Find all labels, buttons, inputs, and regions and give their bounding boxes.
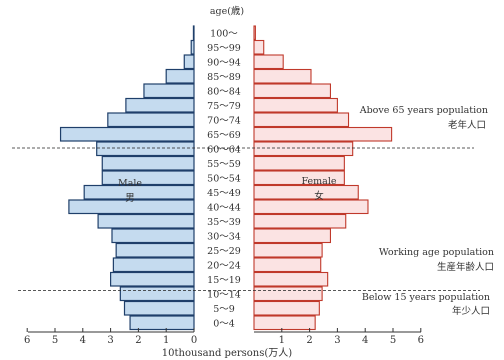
- x-tick-label-8: 2: [306, 335, 312, 346]
- male-bar-6: [111, 228, 195, 244]
- female-bar-19: [253, 39, 265, 55]
- legend-female-en: Female: [301, 176, 336, 187]
- age-label-13: 65〜69: [207, 130, 241, 141]
- age-label-17: 85〜89: [207, 72, 241, 83]
- male-bar-13: [59, 126, 195, 142]
- female-bar-15: [253, 97, 338, 113]
- x-tick-label-6: 0: [191, 335, 197, 346]
- female-bars: [253, 25, 393, 331]
- age-label-6: 30〜34: [207, 231, 241, 242]
- female-bar-1: [253, 300, 320, 316]
- male-bar-4: [112, 257, 195, 273]
- female-bar-3: [253, 271, 329, 287]
- age-label-19: 95〜99: [207, 43, 241, 54]
- x-tick-label-10: 4: [362, 335, 368, 346]
- annotation-below-15-en: Below 15 years population: [362, 292, 490, 303]
- male-bar-14: [107, 112, 195, 128]
- female-bar-0: [253, 315, 316, 331]
- age-label-12: 60〜64: [207, 144, 241, 155]
- annotation-working-age-ja: 生産年齢人口: [437, 261, 494, 273]
- annotation-above-65-en: Above 65 years population: [359, 105, 488, 116]
- x-tick-label-4: 2: [135, 335, 141, 346]
- female-bar-9: [253, 184, 359, 200]
- female-bar-2: [253, 286, 323, 302]
- male-bar-11: [101, 155, 195, 171]
- male-bar-2: [119, 286, 195, 302]
- female-bar-4: [253, 257, 322, 273]
- female-bar-18: [253, 54, 284, 70]
- female-bar-17: [253, 68, 312, 84]
- annotation-below-15-ja: 年少人口: [452, 305, 490, 317]
- x-tick-label-11: 5: [390, 335, 396, 346]
- annotation-above-65-ja: 老年人口: [448, 119, 486, 131]
- age-label-3: 15〜19: [207, 275, 241, 286]
- x-tick-label-1: 5: [52, 335, 58, 346]
- male-bar-7: [97, 213, 195, 229]
- chart-title: age(歳): [210, 5, 244, 17]
- female-bar-12: [253, 141, 354, 157]
- female-bar-20: [253, 25, 256, 41]
- age-label-14: 70〜74: [207, 115, 241, 126]
- female-bar-7: [253, 213, 347, 229]
- female-bar-10: [253, 170, 345, 186]
- age-label-11: 55〜59: [207, 159, 241, 170]
- age-label-0: 0〜4: [213, 318, 235, 329]
- male-bar-16: [143, 83, 195, 99]
- male-bar-10: [101, 170, 195, 186]
- female-bar-11: [253, 155, 345, 171]
- legend-female-ja: 女: [314, 190, 324, 202]
- age-label-15: 75〜79: [207, 101, 241, 112]
- age-label-18: 90〜94: [207, 57, 241, 68]
- age-label-9: 45〜49: [207, 188, 241, 199]
- x-tick-label-2: 4: [80, 335, 86, 346]
- female-bar-16: [253, 83, 331, 99]
- x-tick-label-5: 1: [163, 335, 169, 346]
- male-bars: [59, 25, 195, 331]
- x-tick-label-9: 3: [334, 335, 340, 346]
- x-axis-ticks: 6 5 4 3 2 1 0 1 2 3 4 5 6: [24, 328, 424, 346]
- male-bar-19: [190, 39, 195, 55]
- male-bar-8: [68, 199, 195, 215]
- x-tick-label-7: 1: [279, 335, 285, 346]
- male-bar-15: [125, 97, 195, 113]
- age-label-8: 40〜44: [207, 202, 241, 213]
- male-bar-9: [83, 184, 195, 200]
- male-bar-18: [183, 54, 195, 70]
- age-labels: 0〜4 5〜9 10〜14 15〜19 20〜24 25〜29 30〜34 35〜39 40〜4…: [207, 28, 241, 329]
- female-bar-6: [253, 228, 331, 244]
- age-label-20: 100〜: [210, 28, 238, 39]
- age-label-16: 80〜84: [207, 86, 241, 97]
- x-tick-label-3: 3: [107, 335, 113, 346]
- age-label-4: 20〜24: [207, 260, 241, 271]
- x-tick-label-12: 6: [418, 335, 424, 346]
- age-label-10: 50〜54: [207, 173, 241, 184]
- male-bar-17: [165, 68, 195, 84]
- female-bar-8: [253, 199, 369, 215]
- male-bar-1: [123, 300, 195, 316]
- legend-male-en: Male: [118, 178, 142, 189]
- x-tick-label-0: 6: [24, 335, 30, 346]
- legend-male-ja: 男: [125, 193, 135, 204]
- x-axis-label: 10thousand persons(万人): [162, 347, 292, 359]
- age-label-5: 25〜29: [207, 246, 241, 257]
- age-label-1: 5〜9: [213, 304, 235, 315]
- female-bar-14: [253, 112, 350, 128]
- male-bar-0: [129, 315, 195, 331]
- annotation-working-age-en: Working age population: [379, 247, 494, 258]
- female-bar-13: [253, 126, 393, 142]
- age-label-2: 10〜14: [207, 289, 241, 300]
- male-bar-12: [96, 141, 195, 157]
- male-bar-3: [109, 271, 195, 287]
- male-bar-20: [192, 25, 195, 41]
- male-bar-5: [115, 242, 195, 258]
- age-label-7: 35〜39: [207, 217, 241, 228]
- female-bar-5: [253, 242, 323, 258]
